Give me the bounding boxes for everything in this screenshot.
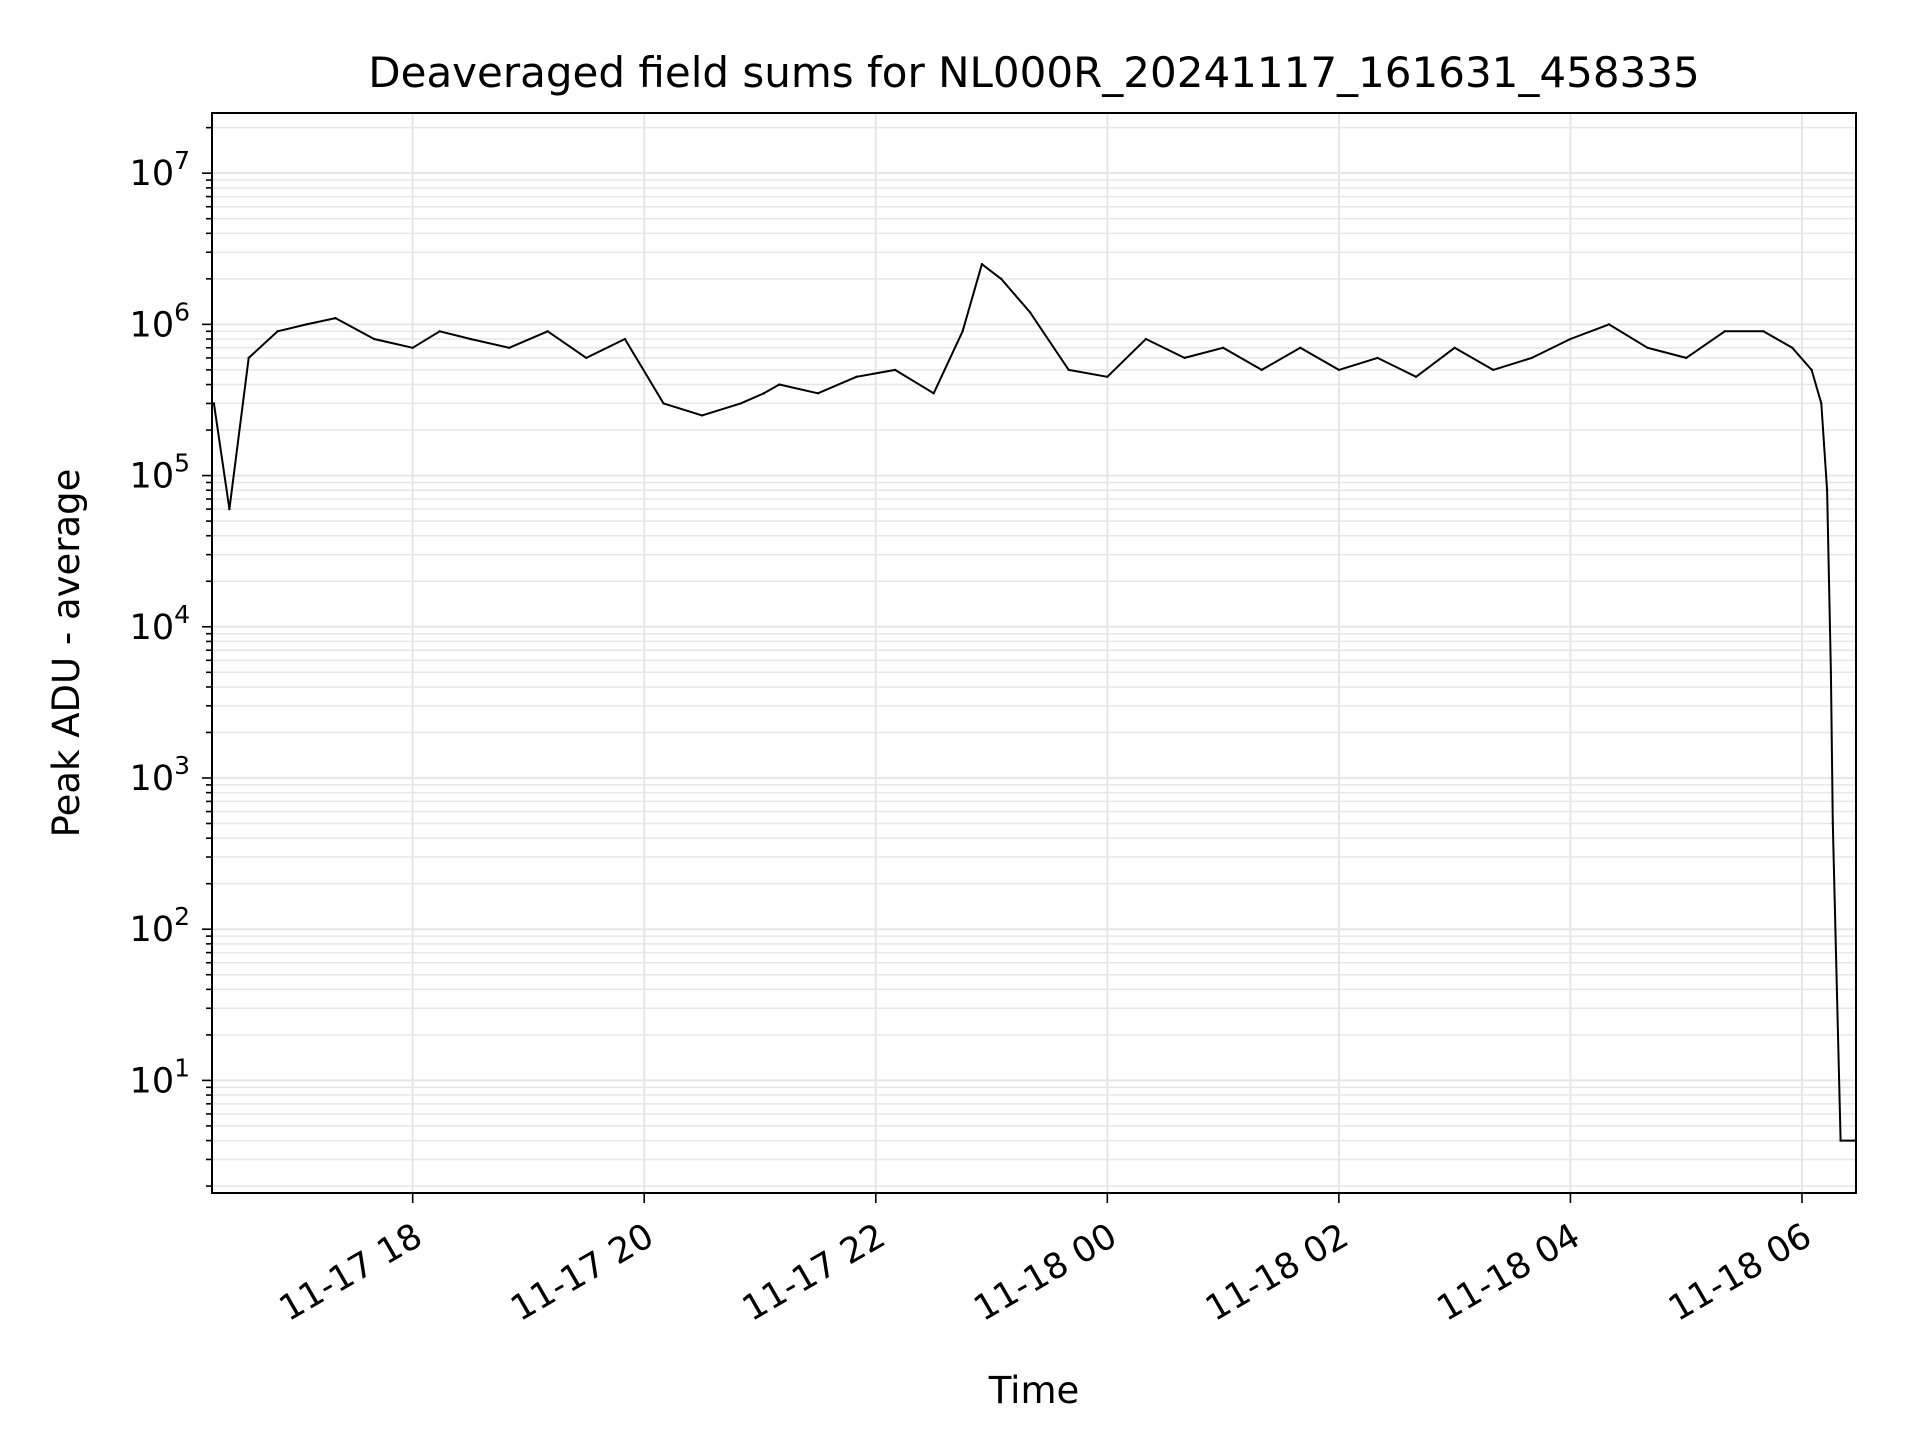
data-point <box>623 337 627 341</box>
grid <box>212 113 1856 1193</box>
x-tick-label: 11-17 22 <box>736 1216 892 1329</box>
data-point <box>212 402 216 405</box>
y-tick-label: 102 <box>130 902 190 950</box>
data-point <box>1492 368 1495 372</box>
data-point <box>855 375 858 379</box>
x-tick-label: 11-18 06 <box>1662 1216 1818 1329</box>
data-point <box>1106 375 1109 379</box>
data-point <box>1762 330 1765 333</box>
ticks: 101 102 103 104 105 106 107 11-17 18 11-17 20 11-… <box>130 126 1818 1329</box>
x-tick-label: 11-17 18 <box>273 1216 429 1329</box>
data-layer <box>212 263 1856 1142</box>
data-point <box>1607 323 1611 326</box>
y-axis-label: Peak ADU - average <box>45 469 88 838</box>
data-point <box>893 368 897 372</box>
data-point <box>961 330 964 333</box>
data-point <box>778 383 781 386</box>
data-point <box>438 330 441 333</box>
data-point <box>1028 311 1032 314</box>
series-line <box>212 263 1855 1142</box>
chart-title: Deaveraged field sums for NL000R_2024111… <box>368 48 1699 97</box>
y-tick-label: 104 <box>130 600 190 648</box>
data-point <box>816 392 820 395</box>
data-point <box>1221 346 1225 349</box>
y-tick-label: 103 <box>130 751 190 799</box>
data-point <box>1530 356 1534 360</box>
data-point <box>372 337 376 341</box>
data-point <box>1829 671 1833 674</box>
data-point <box>762 392 766 395</box>
data-point <box>1067 368 1070 372</box>
data-point <box>1569 337 1572 341</box>
data-point <box>980 263 984 266</box>
y-tick-label: 101 <box>130 1053 190 1101</box>
data-point <box>932 392 935 395</box>
data-point <box>1825 489 1829 492</box>
data-point <box>1260 368 1263 372</box>
data-point <box>1791 346 1794 349</box>
data-point <box>999 277 1003 281</box>
data-point <box>1183 356 1186 360</box>
data-point <box>276 330 279 333</box>
data-point <box>1376 356 1379 360</box>
data-point <box>1831 822 1835 825</box>
data-point <box>585 356 588 360</box>
data-point <box>1820 402 1823 405</box>
data-point <box>1810 368 1813 372</box>
data-point <box>1144 337 1148 341</box>
y-tick-label: 105 <box>130 449 190 497</box>
data-point <box>1723 330 1726 333</box>
data-point <box>1453 346 1456 349</box>
data-point <box>507 346 511 349</box>
data-point <box>334 316 337 320</box>
x-axis-label: Time <box>988 1369 1080 1412</box>
data-point <box>546 330 549 333</box>
data-point <box>1299 346 1302 349</box>
x-tick-label: 11-18 00 <box>968 1216 1124 1329</box>
data-point <box>1414 375 1418 379</box>
data-point <box>1839 1139 1842 1142</box>
data-point <box>739 402 742 405</box>
x-tick-label: 11-17 20 <box>504 1216 660 1329</box>
data-point <box>700 414 704 417</box>
x-tick-label: 11-18 04 <box>1431 1216 1587 1329</box>
data-point <box>662 402 665 405</box>
data-point <box>1646 346 1649 349</box>
data-point <box>247 356 250 360</box>
x-tick-label: 11-18 02 <box>1199 1216 1355 1329</box>
data-point <box>1852 1139 1856 1142</box>
data-point <box>1684 356 1688 360</box>
plot-frame <box>211 112 1857 1194</box>
y-tick-label: 107 <box>130 146 190 194</box>
data-point <box>305 323 308 326</box>
data-point <box>469 337 472 341</box>
data-point <box>1337 368 1341 372</box>
data-point <box>411 346 414 349</box>
data-point <box>228 507 231 511</box>
y-tick-label: 106 <box>130 297 190 345</box>
